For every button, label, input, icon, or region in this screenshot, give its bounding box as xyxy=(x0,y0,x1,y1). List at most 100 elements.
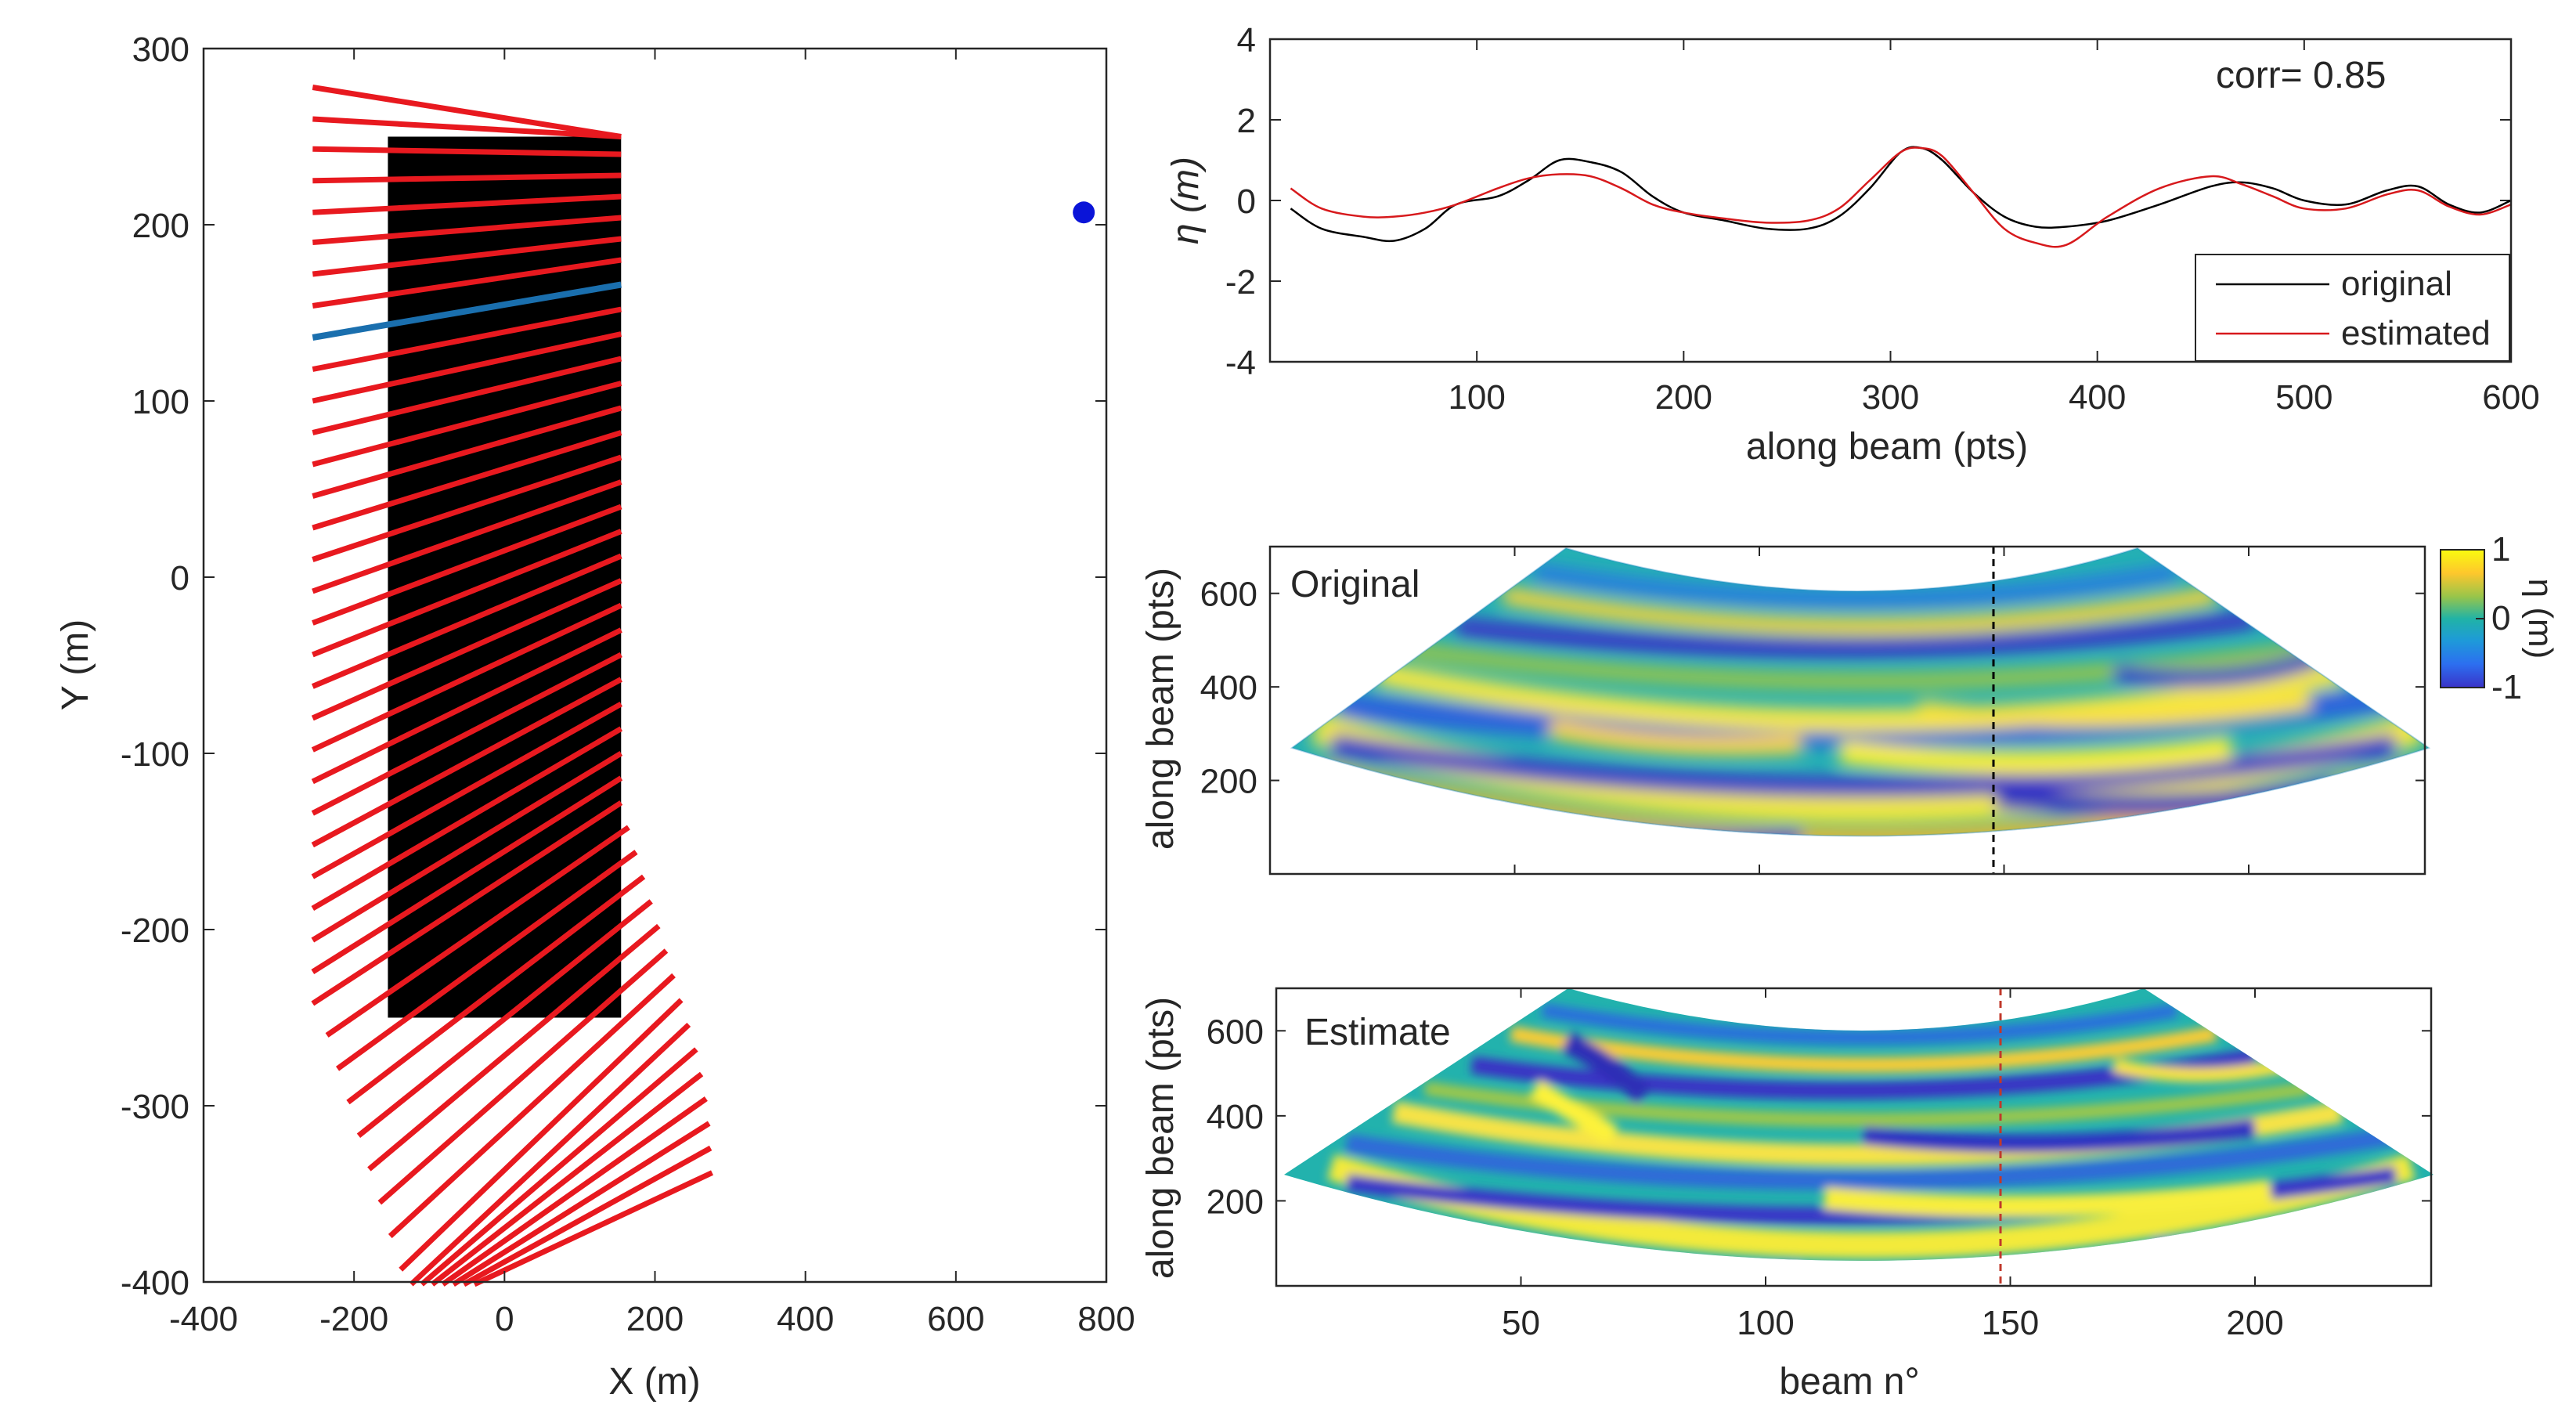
estimate-map-plot: 50 100 150 200 600 400 200 Estimate beam n° al… xyxy=(1140,987,2433,1403)
beam-line xyxy=(311,751,623,943)
beam-line xyxy=(312,504,622,626)
profile-plot: 100 200 300 400 500 600 4 2 0 -2 -4 corr= 0.85 ori… xyxy=(1165,21,2540,468)
x-tick-label: 800 xyxy=(1077,1300,1135,1338)
map-title: Original xyxy=(1290,564,1420,605)
y-tick-label: 200 xyxy=(1200,763,1257,801)
y-tick-label: -4 xyxy=(1225,344,1256,382)
y-tick-label: -2 xyxy=(1225,263,1256,301)
beam-line xyxy=(346,874,646,1105)
plot-frame xyxy=(1268,38,2513,363)
x-tick-label: 200 xyxy=(1655,378,1712,417)
beam-line xyxy=(312,146,622,157)
legend: original estimated xyxy=(2195,254,2510,362)
beam-line xyxy=(377,948,669,1205)
beam-line xyxy=(311,800,623,1006)
beam-line xyxy=(312,405,622,499)
colorbar-tick-label: 1 xyxy=(2491,530,2510,569)
x-tick-label: 500 xyxy=(2275,378,2332,417)
legend-label-estimated: estimated xyxy=(2341,314,2491,352)
original-field xyxy=(1292,548,2429,836)
y-tick-label: 4 xyxy=(1237,21,1256,60)
colorbar: 1 0 -1 η (m) xyxy=(2440,530,2560,706)
beam-line xyxy=(312,479,622,594)
beam-line xyxy=(312,85,622,139)
beam-line xyxy=(420,1047,698,1287)
y-tick-label: -300 xyxy=(121,1088,189,1126)
plot-frame xyxy=(202,47,1108,1284)
beam-line xyxy=(312,172,622,184)
y-axis-label: η (m) xyxy=(1165,157,1207,244)
x-tick-label: 100 xyxy=(1448,378,1505,417)
corr-annotation: corr= 0.85 xyxy=(2216,55,2386,96)
beam-line xyxy=(311,627,622,785)
beam-line xyxy=(462,1145,713,1287)
x-tick-label: 100 xyxy=(1737,1304,1794,1342)
x-tick-label: 400 xyxy=(777,1300,834,1338)
beam-line xyxy=(367,923,661,1172)
beam-line xyxy=(441,1096,708,1287)
x-tick-label: -200 xyxy=(319,1300,388,1338)
y-axis-label: along beam (pts) xyxy=(1140,997,1182,1279)
legend-box xyxy=(2195,254,2510,362)
beam-line xyxy=(430,1071,704,1287)
x-tick-label: 600 xyxy=(927,1300,984,1338)
map-title: Estimate xyxy=(1304,1012,1451,1053)
y-tick-label: -100 xyxy=(121,735,189,774)
beam-line xyxy=(312,215,622,245)
y-tick-label: 200 xyxy=(1207,1182,1264,1221)
y-tick-label: -200 xyxy=(121,912,189,950)
beam-line xyxy=(311,553,622,689)
y-axis-label: along beam (pts) xyxy=(1140,568,1182,850)
beam-line xyxy=(312,331,622,404)
y-tick-label: 600 xyxy=(1200,576,1257,614)
beam-line xyxy=(312,236,622,277)
x-tick-label: 200 xyxy=(626,1300,684,1338)
beam-line xyxy=(409,1022,691,1287)
beam-line xyxy=(452,1121,711,1287)
beam-line xyxy=(312,257,622,309)
beam-geometry-plot: -400 -200 0 200 400 600 800 300 200 100 0 -100 -200 -… xyxy=(55,31,1135,1403)
radar-marker xyxy=(1073,201,1095,224)
y-tick-label: 0 xyxy=(171,559,189,598)
beam-line xyxy=(325,825,630,1038)
plot-frame xyxy=(1275,987,2433,1287)
y-tick-label: 600 xyxy=(1207,1013,1264,1051)
beam-line xyxy=(312,454,622,562)
y-tick-label: 100 xyxy=(132,383,189,421)
x-tick-label: 200 xyxy=(2226,1304,2283,1342)
beam-line xyxy=(312,381,622,468)
beam-line xyxy=(311,677,622,848)
x-tick-label: 400 xyxy=(2069,378,2126,417)
beam-line xyxy=(399,998,684,1272)
plot-frame xyxy=(1268,545,2426,876)
beam-line xyxy=(356,899,653,1138)
x-axis-label: along beam (pts) xyxy=(1746,426,2028,468)
y-tick-label: 400 xyxy=(1200,669,1257,707)
beam-line xyxy=(311,602,622,753)
y-tick-label: 300 xyxy=(132,31,189,69)
legend-label-original: original xyxy=(2341,265,2452,303)
beam-line xyxy=(388,973,676,1239)
series-line-original xyxy=(1290,146,2512,243)
y-tick-label: 400 xyxy=(1207,1098,1264,1136)
x-tick-label: 150 xyxy=(1982,1304,2039,1342)
series-line-estimated xyxy=(1290,146,2512,248)
beam-line xyxy=(312,306,622,372)
x-axis-label: beam n° xyxy=(1779,1361,1919,1403)
y-axis-label: Y (m) xyxy=(55,619,96,710)
x-tick-label: 50 xyxy=(1502,1304,1540,1342)
colorbar-label: η (m) xyxy=(2521,579,2560,659)
beam-line xyxy=(312,116,622,139)
x-tick-label: 300 xyxy=(1862,378,1919,417)
beam-line xyxy=(311,701,622,879)
beam-line xyxy=(473,1170,714,1287)
original-map-plot: 600 400 200 Original along beam (pts) xyxy=(1140,545,2431,876)
beam-line xyxy=(311,726,623,912)
highlighted-beam-line xyxy=(312,281,622,341)
x-tick-label: 600 xyxy=(2482,378,2539,417)
x-tick-label: 0 xyxy=(495,1300,514,1338)
y-tick-label: -400 xyxy=(121,1264,189,1302)
beam-line xyxy=(312,356,622,435)
y-tick-label: 2 xyxy=(1237,102,1256,140)
